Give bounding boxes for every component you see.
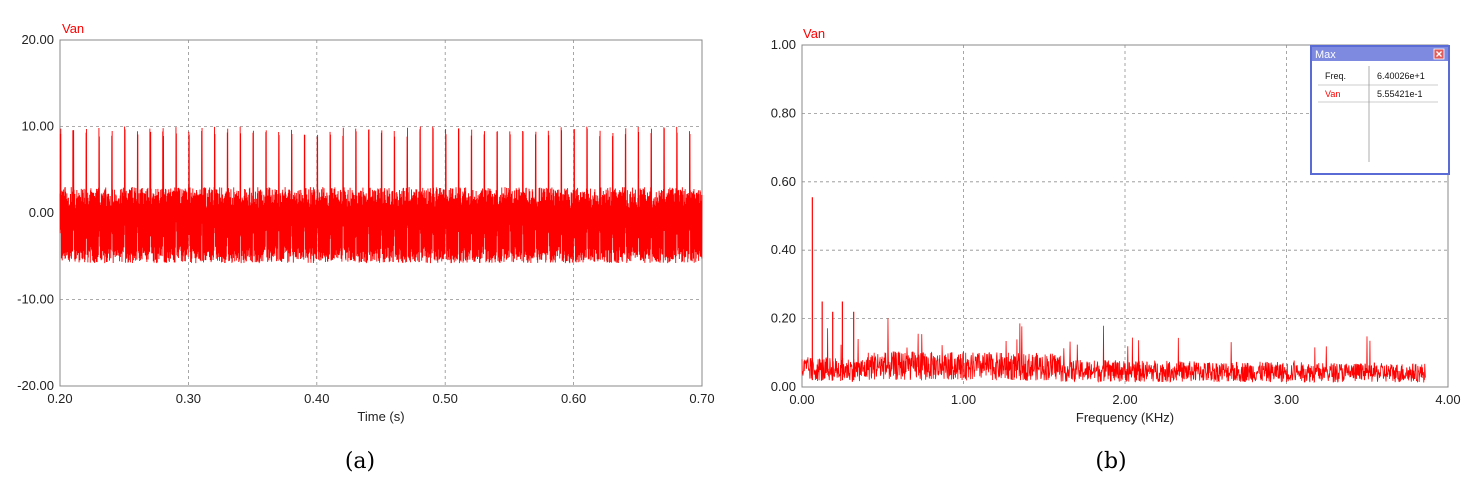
chart-b-grid xyxy=(802,45,1448,387)
popup-row-value-van: 5.55421e-1 xyxy=(1377,89,1423,99)
close-icon[interactable] xyxy=(1433,48,1445,60)
chart-b-x-tick-label: 1.00 xyxy=(951,392,976,407)
popup-row-label-van: Van xyxy=(1325,89,1340,99)
popup-title-bar[interactable] xyxy=(1312,47,1448,61)
chart-b-series-van xyxy=(801,197,1426,384)
chart-a-x-tick-label: 0.50 xyxy=(433,391,458,406)
chart-a-x-tick-label: 0.30 xyxy=(176,391,201,406)
chart-a-x-tick-label: 0.40 xyxy=(304,391,329,406)
chart-b-y-tick-label: 0.20 xyxy=(771,311,796,326)
popup-title: Max xyxy=(1315,49,1336,61)
chart-a-caption: (a) xyxy=(345,449,375,474)
chart-b-series-line xyxy=(801,318,1426,384)
max-popup-window[interactable]: Max Freq. 6.40026e+1 Van 5.55421e-1 xyxy=(1310,45,1450,175)
chart-b-y-tick-label: 0.60 xyxy=(771,174,796,189)
popup-row-value-freq: 6.40026e+1 xyxy=(1377,71,1425,81)
chart-a-y-tick-label: -20.00 xyxy=(17,378,54,393)
chart-a-y-tick-label: 10.00 xyxy=(21,119,54,134)
chart-b-y-tick-label: 1.00 xyxy=(771,37,796,52)
chart-b-caption: (b) xyxy=(1095,449,1126,474)
chart-a-series-line xyxy=(59,126,703,264)
chart-b-x-tick-label: 2.00 xyxy=(1112,392,1137,407)
chart-a-y-tick-label: -10.00 xyxy=(17,292,54,307)
chart-a-x-tick-label: 0.70 xyxy=(689,391,714,406)
chart-b-y-tick-label: 0.40 xyxy=(771,242,796,257)
chart-b-series-label: Van xyxy=(803,26,825,41)
chart-a-series-van xyxy=(59,126,703,264)
chart-b-x-tick-label: 0.00 xyxy=(789,392,814,407)
chart-b-y-tick-label: 0.00 xyxy=(771,379,796,394)
chart-b-y-tick-label: 0.80 xyxy=(771,105,796,120)
popup-frame xyxy=(1310,45,1450,175)
chart-b-x-axis-title: Frequency (KHz) xyxy=(1076,410,1174,425)
chart-a-time-domain: 0.20 0.30 0.40 0.50 0.60 0.70 20.00 10.00 0.00 -1… xyxy=(17,21,715,474)
chart-a-y-tick-label: 0.00 xyxy=(29,205,54,220)
chart-a-y-tick-label: 20.00 xyxy=(21,32,54,47)
chart-b-tick-labels: 0.00 1.00 2.00 3.00 4.00 1.00 0.80 0.60 0.40 0.20… xyxy=(771,37,1461,407)
chart-b-frequency-domain: 0.00 1.00 2.00 3.00 4.00 1.00 0.80 0.60 0.40 0.20… xyxy=(771,26,1461,474)
chart-a-x-axis-title: Time (s) xyxy=(357,409,404,424)
popup-row-label-freq: Freq. xyxy=(1325,71,1346,81)
chart-a-x-tick-label: 0.60 xyxy=(561,391,586,406)
chart-a-series-label: Van xyxy=(62,21,84,36)
chart-b-x-tick-label: 3.00 xyxy=(1274,392,1299,407)
chart-b-x-tick-label: 4.00 xyxy=(1435,392,1460,407)
chart-a-x-tick-label: 0.20 xyxy=(47,391,72,406)
chart-a-tick-labels: 0.20 0.30 0.40 0.50 0.60 0.70 20.00 10.00 0.00 -1… xyxy=(17,32,715,406)
